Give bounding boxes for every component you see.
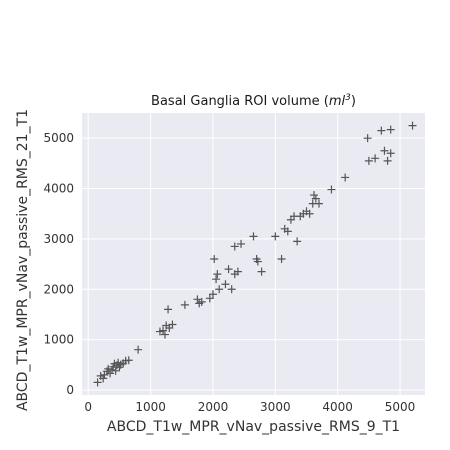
scatter-point: [311, 194, 320, 203]
scatter-point: [111, 366, 120, 375]
x-tick-label: 4000: [322, 400, 353, 414]
scatter-point: [93, 378, 102, 387]
scatter-point: [134, 345, 143, 354]
scatter-point: [257, 267, 266, 276]
scatter-point: [363, 134, 372, 143]
scatter-point: [380, 146, 389, 155]
scatter-point: [104, 364, 113, 373]
scatter-point: [277, 255, 286, 264]
x-tick-label: 1000: [135, 400, 166, 414]
y-tick-label: 2000: [43, 282, 74, 296]
scatter-point: [205, 294, 214, 303]
y-tick-label: 3000: [43, 232, 74, 246]
plot-area: [82, 113, 425, 395]
x-tick-label: 0: [84, 400, 92, 414]
scatter-point: [230, 242, 239, 251]
scatter-point: [377, 126, 386, 135]
scatter-point: [224, 265, 233, 274]
scatter-point: [215, 285, 224, 294]
scatter-point: [212, 275, 221, 284]
scatter-point: [233, 267, 242, 276]
scatter-point: [327, 185, 336, 194]
scatter-point: [160, 330, 169, 339]
scatter-point: [106, 369, 115, 378]
scatter-point: [99, 374, 108, 383]
y-tick-label: 5000: [43, 131, 74, 145]
scatter-point: [213, 270, 222, 279]
scatter-point: [314, 199, 323, 208]
scatter-point: [271, 232, 280, 241]
scatter-point: [249, 232, 258, 241]
scatter-point: [305, 209, 314, 218]
tick-labels: 0 1000 2000 3000 4000 5000 0 1000 2000 3000 4000 50…: [43, 131, 415, 414]
scatter-point: [309, 191, 318, 200]
scatter-point: [253, 257, 262, 266]
scatter-point: [237, 239, 246, 248]
scatter-point: [164, 305, 173, 314]
x-tick-label: 2000: [198, 400, 229, 414]
scatter-point: [383, 156, 392, 165]
scatter-point: [124, 356, 133, 365]
x-tick-label: 5000: [385, 400, 416, 414]
scatter-point: [408, 121, 417, 130]
scatter-point: [159, 326, 168, 335]
scatter-point: [341, 173, 350, 182]
y-tick-label: 0: [66, 383, 74, 397]
scatter-point: [386, 149, 395, 158]
scatter-point: [168, 320, 177, 329]
scatter-point: [193, 295, 202, 304]
y-tick-label: 4000: [43, 182, 74, 196]
scatter-point: [180, 300, 189, 309]
x-tick-label: 3000: [260, 400, 291, 414]
scatter-point: [371, 154, 380, 163]
y-tick-label: 1000: [43, 333, 74, 347]
scatter-point: [227, 285, 236, 294]
scatter-point: [221, 280, 230, 289]
scatter-point: [197, 297, 206, 306]
data-points: [93, 121, 417, 387]
scatter-point: [208, 290, 217, 299]
chart-title: Basal Ganglia ROI volume (ml3): [151, 93, 356, 109]
x-axis-label: ABCD_T1w_MPR_vNav_passive_RMS_9_T1: [107, 419, 400, 435]
scatter-point: [386, 125, 395, 134]
scatter-point: [364, 156, 373, 165]
y-axis-label: ABCD_T1w_MPR_vNav_passive_RMS_21_T1: [15, 109, 31, 411]
scatter-point: [283, 227, 292, 236]
scatter-point: [210, 255, 219, 264]
scatter-point: [293, 237, 302, 246]
